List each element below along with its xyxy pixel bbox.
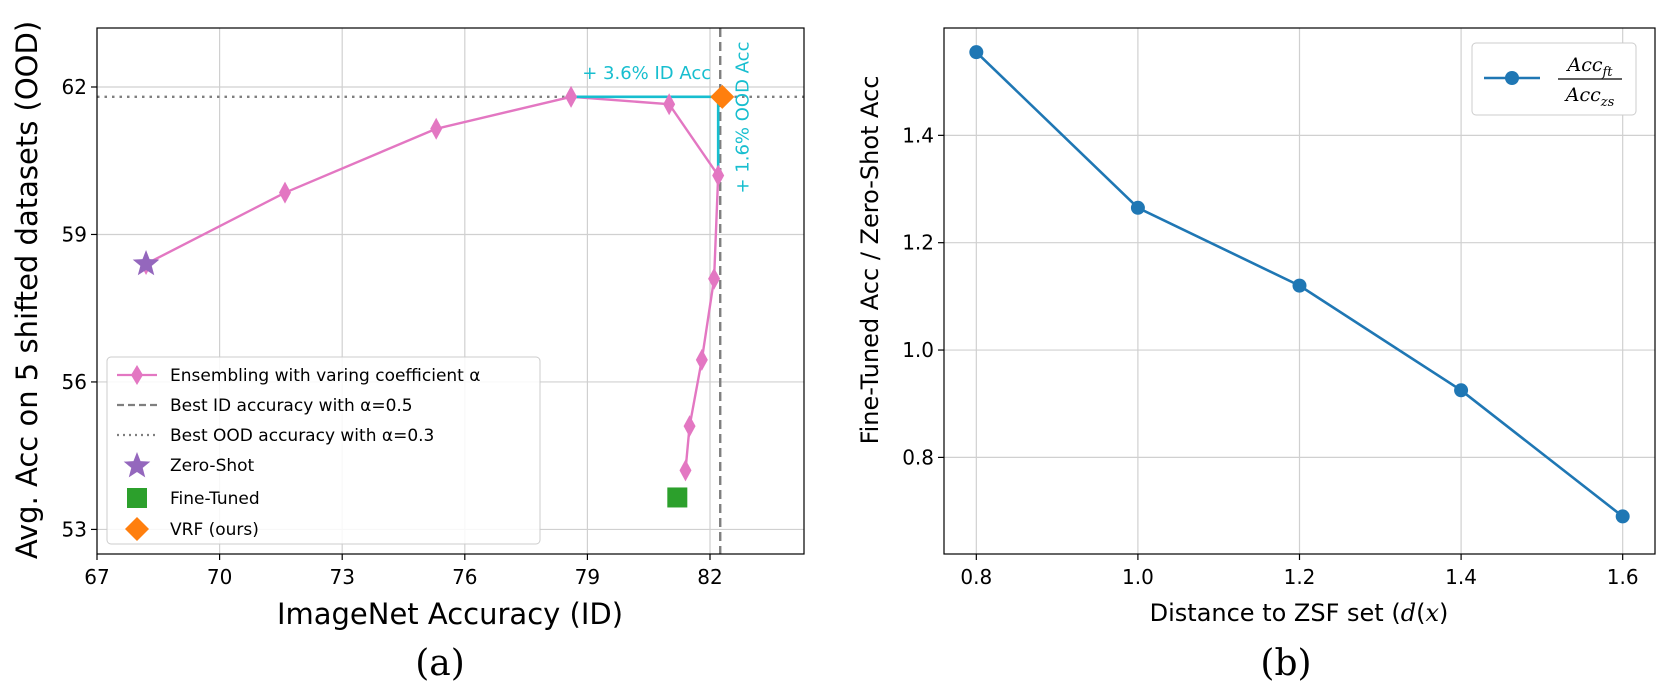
fine-tuned-point [667, 487, 688, 508]
chart-a-x-tick-label: 67 [84, 565, 109, 589]
chart-b-y-tick-label: 1.0 [902, 338, 934, 362]
legend-denominator-base: Acc [1564, 84, 1601, 106]
chart-a-x-axis-label: ImageNet Accuracy (ID) [277, 597, 623, 631]
chart-a-y-tick-label: 53 [62, 517, 87, 541]
chart-a-annotations: + 3.6% ID Acc + 1.6% OOD Acc [582, 42, 753, 194]
legend-denominator-sub: zs [1600, 95, 1615, 110]
ensembling-point [278, 181, 291, 204]
chart-b-legend: Accft Acczs [1471, 42, 1637, 116]
zero-shot-point [132, 249, 160, 276]
acc-ratio-point-1-2 [1292, 278, 1307, 293]
acc-ratio-point-0-8 [969, 45, 984, 60]
chart-b-x-label-paren: ( [1416, 599, 1425, 627]
legend-label-acc-ratio: Accft Acczs [1558, 54, 1622, 110]
chart-a-x-tick-label: 82 [697, 565, 722, 589]
legend-label-fine-tuned: Fine-Tuned [170, 489, 260, 509]
chart-a-x-tick-label: 76 [452, 565, 477, 589]
legend-entry-ensembling: Ensembling with varing coefficient α [117, 365, 480, 386]
ensembling-point [565, 85, 578, 108]
chart-b-x-label-variable: x [1425, 599, 1439, 627]
chart-b-legend-box [1471, 42, 1637, 116]
chart-a-x-tick-label: 73 [329, 565, 354, 589]
chart-a-ticks: 67 70 73 76 79 82 53 56 59 62 [62, 75, 723, 589]
legend-entry-vrf: VRF (ours) [125, 517, 259, 541]
legend-label-zero-shot: Zero-Shot [170, 456, 255, 476]
chart-b-x-axis-label: Distance to ZSF set (d(x) [1150, 599, 1449, 627]
chart-b-x-tick-label: 1.2 [1284, 565, 1316, 589]
chart-a-y-axis-label: Avg. Acc on 5 shifted datasets (OOD) [10, 21, 44, 559]
chart-b-ticks: 0.8 1.0 1.2 1.4 1.6 0.8 1.0 1.2 1.4 [902, 123, 1638, 589]
acc-ratio-point-1-4 [1454, 383, 1469, 398]
chart-b-x-label-text: Distance to ZSF set ( [1150, 599, 1401, 627]
legend-numerator-base: Acc [1565, 54, 1602, 76]
diamond-marker-icon [125, 517, 149, 541]
chart-b-y-axis-label: Fine-Tuned Acc / Zero-Shot Acc [856, 76, 884, 445]
chart-b-x-tick-label: 1.4 [1445, 565, 1477, 589]
legend-numerator: Accft [1565, 54, 1613, 80]
chart-b-y-tick-label: 1.2 [902, 231, 934, 255]
chart-b-x-tick-label: 0.8 [960, 565, 992, 589]
ensembling-point [679, 459, 692, 482]
chart-a: + 3.6% ID Acc + 1.6% OOD Acc 67 70 73 76 79 8… [10, 21, 805, 684]
star-marker-icon [123, 452, 151, 478]
chart-a-plot-area [145, 95, 723, 471]
ensembling-point [683, 415, 696, 438]
chart-a-legend-box [106, 356, 541, 545]
chart-b-y-tick-label: 0.8 [902, 445, 934, 469]
legend-label-best-id: Best ID accuracy with α=0.5 [170, 396, 413, 416]
chart-a-markers [132, 84, 735, 508]
ensembling-point [663, 93, 676, 116]
chart-b-x-label-tail: ) [1439, 599, 1448, 627]
chart-b-x-tick-label: 1.0 [1122, 565, 1154, 589]
chart-a-y-tick-label: 62 [62, 75, 87, 99]
legend-entry-best-ood: Best OOD accuracy with α=0.3 [117, 426, 434, 446]
chart-b-markers [969, 45, 1630, 524]
chart-a-caption: (a) [415, 643, 465, 684]
acc-ratio-point-1 [1130, 200, 1145, 215]
chart-a-reference-lines [97, 28, 804, 554]
square-marker-icon [127, 488, 147, 508]
acc-ratio-point-1-6 [1615, 509, 1630, 524]
legend-denominator: Acczs [1564, 84, 1615, 110]
annotation-ood-gain: + 1.6% OOD Acc [732, 42, 753, 194]
chart-b-x-label-symbol: d [1401, 599, 1416, 627]
annotation-id-gain: + 3.6% ID Acc [582, 63, 711, 84]
chart-a-y-tick-label: 59 [62, 222, 87, 246]
legend-entry-best-id: Best ID accuracy with α=0.5 [117, 396, 413, 416]
legend-label-best-ood: Best OOD accuracy with α=0.3 [170, 426, 434, 446]
ensembling-point [708, 267, 721, 290]
chart-b-caption: (b) [1260, 643, 1311, 684]
chart-b-y-tick-label: 1.4 [902, 123, 934, 147]
chart-a-x-tick-label: 79 [575, 565, 600, 589]
ensembling-point [695, 348, 708, 371]
ensembling-point [712, 164, 725, 187]
vrf-point [710, 84, 735, 109]
chart-a-x-tick-label: 70 [207, 565, 232, 589]
chart-b: 0.8 1.0 1.2 1.4 1.6 0.8 1.0 1.2 1.4 Distance to … [856, 27, 1656, 684]
ensembling-point [430, 117, 443, 140]
thin-diamond-marker-icon [131, 365, 143, 385]
legend-numerator-sub: ft [1601, 65, 1613, 80]
chart-b-x-tick-label: 1.6 [1607, 565, 1639, 589]
legend-entry-fine-tuned: Fine-Tuned [127, 488, 260, 509]
legend-label-vrf: VRF (ours) [170, 520, 259, 540]
chart-a-frame [96, 27, 805, 555]
chart-a-legend: Ensembling with varing coefficient α Bes… [106, 356, 541, 545]
chart-b-grid [944, 28, 1655, 554]
series-line-ensembling [145, 95, 720, 471]
legend-label-ensembling: Ensembling with varing coefficient α [170, 366, 480, 386]
chart-a-y-tick-label: 56 [62, 370, 87, 394]
circle-marker-icon [1505, 71, 1519, 85]
legend-entry-zero-shot: Zero-Shot [123, 452, 255, 478]
